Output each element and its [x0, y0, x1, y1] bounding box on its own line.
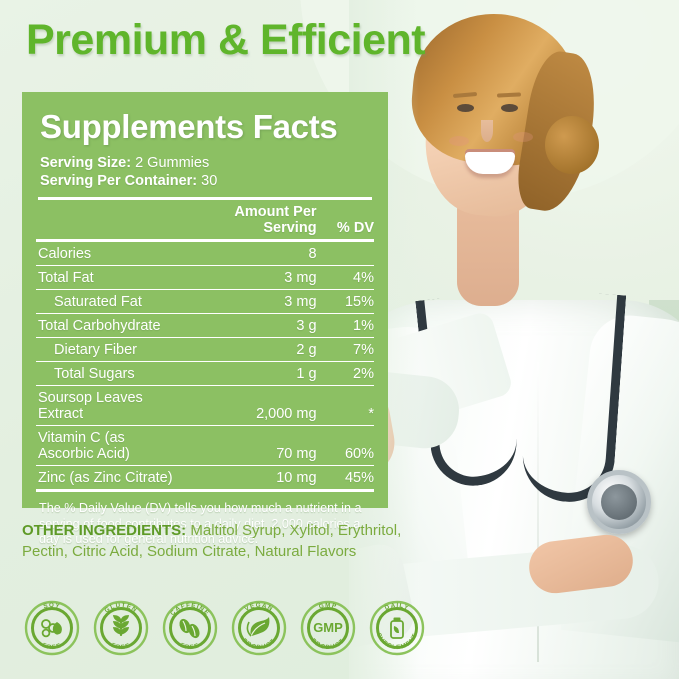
supplement-facts-panel: Supplements Facts Serving Size: 2 Gummie…: [22, 92, 388, 546]
other-ingredients-label: OTHER INGREDIENTS:: [22, 522, 187, 539]
nutrient-amount: 70 mg: [181, 425, 317, 466]
nutrient-amount: 2,000 mg: [181, 385, 317, 426]
coat-seam: [537, 362, 539, 662]
serving-per-container-line: Serving Per Container: 30: [40, 172, 374, 190]
svg-text:PRODUCT: PRODUCT: [310, 637, 346, 651]
nutrient-amount: 3 mg: [181, 289, 317, 314]
svg-text:SOY: SOY: [43, 602, 62, 610]
nutrient-daily-value: *: [316, 385, 374, 426]
caffeine-free-icon: CAFFEINE FREE: [162, 600, 218, 656]
nutrient-name: Vitamin C (as Ascorbic Acid): [36, 425, 182, 466]
serving-size-line: Serving Size: 2 Gummies: [40, 154, 374, 172]
table-row: Total Carbohydrate 3 g 1%: [36, 313, 374, 338]
doctor-photo: [349, 0, 679, 679]
svg-text:FREE: FREE: [41, 642, 63, 651]
nutrient-daily-value: 7%: [316, 337, 374, 362]
nutrient-daily-value: 60%: [316, 425, 374, 466]
nutrient-daily-value: [316, 239, 374, 266]
table-header-row: Amount Per Serving % DV: [36, 200, 374, 241]
svg-text:FREE: FREE: [110, 642, 132, 651]
table-row: Dietary Fiber 2 g 7%: [36, 337, 374, 362]
soy-free-icon: SOY FREE: [24, 600, 80, 656]
nutrient-daily-value: 4%: [316, 265, 374, 290]
nose: [481, 120, 493, 142]
gmp-product-icon: GMP GMP PRODUCT: [300, 600, 356, 656]
page-title: Premium & Efficient: [26, 16, 426, 64]
svg-text:FREE: FREE: [179, 642, 201, 651]
table-row: Total Sugars 1 g 2%: [36, 361, 374, 386]
nutrient-daily-value: 1%: [316, 313, 374, 338]
hair-bun: [545, 116, 599, 174]
nutrient-daily-value: 2%: [316, 361, 374, 386]
divider-top: [38, 197, 372, 200]
serving-size-label: Serving Size:: [40, 155, 132, 171]
table-row: Vitamin C (as Ascorbic Acid) 70 mg 60%: [36, 425, 374, 466]
other-ingredients: OTHER INGREDIENTS: Maltitol Syrup, Xylit…: [22, 520, 402, 562]
nutrient-name: Calories: [36, 239, 182, 266]
nutrient-daily-value: 15%: [316, 289, 374, 314]
nutrient-amount: 8: [181, 239, 317, 266]
daily-value-footnote: The % Daily Value (DV) tells you how muc…: [39, 501, 362, 546]
supplement-facts-table: Amount Per Serving % DV Calories 8 Total F…: [36, 200, 374, 492]
nutrient-name: Total Fat: [36, 265, 182, 290]
smile: [465, 152, 515, 174]
col-header-name: [36, 200, 182, 241]
stethoscope-diaphragm: [601, 484, 637, 520]
nutrient-amount: 10 mg: [181, 465, 317, 492]
serving-per-container-label: Serving Per Container:: [40, 173, 198, 189]
table-row: Saturated Fat 3 mg 15%: [36, 289, 374, 314]
eye-left: [457, 104, 474, 112]
nutrient-amount: 3 g: [181, 313, 317, 338]
cheek-right: [513, 132, 533, 142]
nutrient-name: Total Carbohydrate: [36, 313, 182, 338]
svg-text:DAILY: DAILY: [384, 602, 411, 612]
svg-text:PRODUCT: PRODUCT: [241, 637, 277, 651]
nutrient-name: Saturated Fat: [36, 289, 182, 314]
table-row: Zinc (as Zinc Citrate) 10 mg 45%: [36, 465, 374, 492]
cheek-left: [449, 136, 469, 146]
nutrient-name: Zinc (as Zinc Citrate): [36, 465, 182, 492]
table-row: Soursop Leaves Extract 2,000 mg *: [36, 385, 374, 426]
other-ingredients-value: Maltitol Syrup, Xylitol, Erythritol, Pec…: [22, 522, 402, 560]
col-header-amount: Amount Per Serving: [181, 200, 317, 241]
svg-text:GMP: GMP: [313, 620, 343, 635]
vegan-product-icon: VEGAN PRODUCT: [231, 600, 287, 656]
nutrient-amount: 1 g: [181, 361, 317, 386]
col-header-dv: % DV: [316, 200, 374, 241]
serving-size-value: 2 Gummies: [131, 155, 210, 171]
svg-text:GLUTEN: GLUTEN: [103, 602, 138, 614]
nutrient-amount: 3 mg: [181, 265, 317, 290]
gluten-free-icon: GLUTEN FREE: [93, 600, 149, 656]
panel-title: Supplements Facts: [40, 108, 338, 145]
table-row: Calories 8: [36, 239, 374, 266]
eye-right: [501, 104, 518, 112]
svg-text:GMP: GMP: [318, 602, 338, 611]
nutrient-name: Total Sugars: [36, 361, 182, 386]
nutrient-amount: 2 g: [181, 337, 317, 362]
nutrient-name: Soursop Leaves Extract: [36, 385, 182, 426]
table-row: Total Fat 3 mg 4%: [36, 265, 374, 290]
daily-supplement-icon: DAILY SUPPLEMENT: [369, 600, 425, 656]
serving-per-container-value: 30: [197, 173, 218, 189]
certification-badges: SOY FREE GLUTEN: [24, 600, 425, 656]
svg-text:VEGAN: VEGAN: [244, 602, 275, 613]
nutrient-daily-value: 45%: [316, 465, 374, 492]
nutrient-name: Dietary Fiber: [36, 337, 182, 362]
